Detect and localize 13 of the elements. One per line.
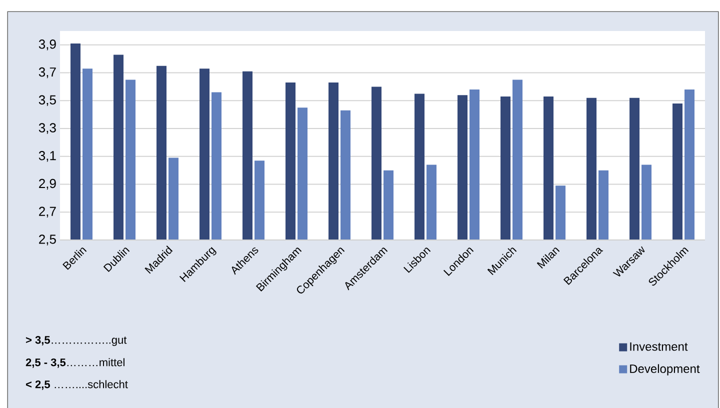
text: > 3,5……………..gut	[26, 336, 127, 346]
legend-label: Development	[630, 364, 700, 376]
y-tick-label: 2,7	[39, 206, 56, 218]
y-tick-label: 2,5	[39, 234, 56, 246]
y-tick-label: 3,7	[38, 67, 56, 78]
legend-label: Investment	[630, 342, 688, 351]
y-tick-label: 3,5	[38, 95, 56, 106]
text: 2,5 - 3,5………mittel	[26, 358, 124, 368]
y-tick-label: 3,9	[38, 40, 56, 50]
y-tick-label: 3,1	[38, 151, 56, 162]
y-tick-label: 3,3	[38, 123, 56, 134]
text: < 2,5 ……....schlecht	[26, 380, 128, 390]
y-tick-label: 2,9	[39, 178, 56, 190]
